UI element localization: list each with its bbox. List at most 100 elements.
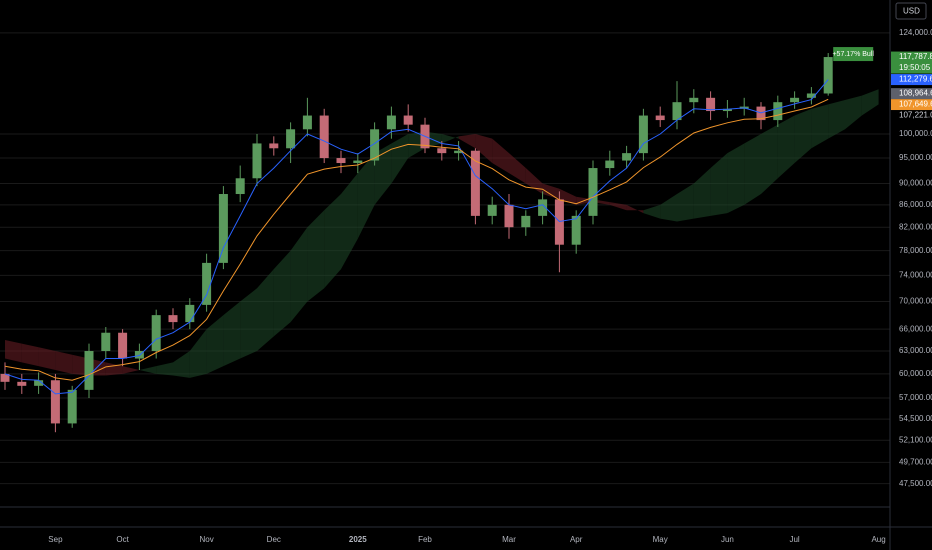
price-label: 112,279.68 [899,75,932,84]
cloud-segment [727,143,745,214]
annotation-box [833,47,874,62]
cloud-segment [677,183,694,222]
candle-body [185,304,195,323]
cloud-segment [828,99,845,139]
x-tick-label: Sep [48,535,63,544]
cloud-segment [710,153,728,216]
cloud-segment [5,339,22,363]
candle-body [403,115,413,125]
x-tick-label: Jul [789,535,799,544]
cloud-segment [173,351,190,378]
cloud-segment [744,133,761,205]
candle-body [269,143,279,149]
candle-body [655,115,665,121]
cloud-segment [693,168,711,219]
countdown: 19:50:05 [899,63,931,72]
cloud-segment [38,347,56,371]
annotation: +57.17% Bull [832,47,874,62]
y-tick-label: 54,500.00 [899,414,932,423]
candle-body [504,204,514,228]
currency-button[interactable] [895,2,927,20]
y-tick-label: 90,000.00 [899,179,932,188]
y-tick-label: 86,000.00 [899,200,932,209]
x-tick-label: Dec [267,535,281,544]
candle-body [689,97,699,103]
candle-body [588,168,598,216]
cloud-segment [761,124,778,195]
candle-body [319,115,329,159]
y-tick-label: 70,000.00 [899,297,932,306]
cloud-segment [626,204,644,214]
cloud-segment [21,343,39,367]
candle-body [487,204,497,216]
time-axis: Sep Oct Nov Dec 2025 Feb Mar Apr May Jun Jul Aug [48,535,885,544]
candle-body [622,153,632,161]
y-tick-label: 82,000.00 [899,222,932,231]
candle-body [101,332,111,352]
candle-body [437,148,447,154]
cloud-segment [509,153,526,184]
cloud-segment [441,133,459,144]
annotation-text: +57.17% Bull [832,51,874,58]
y-tick-label: 63,000.00 [899,346,932,355]
cloud-segment [223,301,241,367]
cloud-segment [794,108,812,164]
cloud-segment [156,362,173,376]
cloud-segment [475,133,493,164]
candle-body [554,199,564,245]
candle-body [773,102,783,121]
candle-body [168,315,178,323]
y-tick-label: 52,100.00 [899,435,932,444]
price-label: 117,787.84 [899,52,932,61]
cloud-segment [609,202,627,211]
cloud-segment [391,133,409,184]
candle-body [470,150,480,216]
candle-body [336,158,346,164]
cloud-segment [206,315,224,374]
price-axis: 124,000.00 100,000.00 95,000.00 90,000.00 86… [891,28,932,488]
price-label: 107,221.03 [899,111,932,120]
candle-body [521,215,531,228]
price-label: 108,964.69 [899,89,932,98]
candle-body [202,262,212,305]
candle-body [286,129,296,149]
x-tick-label: Jun [721,535,734,544]
currency-label[interactable]: USD [903,7,920,16]
cloud-segment [777,115,795,179]
x-tick-label: Feb [418,535,432,544]
cloud-segment [324,194,341,289]
candle-body [706,97,716,112]
moving-average-line [4,79,829,395]
x-tick-label: Apr [570,535,583,544]
cloud-segment [845,95,862,130]
cloud-segment [341,173,358,270]
y-tick-label: 95,000.00 [899,153,932,162]
x-tick-label: Nov [199,535,213,544]
candle-body [672,102,682,121]
candle-body [134,351,144,359]
x-tick-label: Oct [116,535,129,544]
candle-body [571,215,581,245]
candle-body [756,106,766,121]
candle-body [252,143,262,179]
price-label-box [891,99,932,111]
cloud-segment [257,269,274,352]
candle-body [302,115,312,130]
candle-body [806,93,816,98]
y-tick-label: 66,000.00 [899,324,932,333]
x-tick-label: May [653,535,668,544]
y-tick-label: 49,700.00 [899,458,932,467]
candle-body [538,199,548,216]
cloud-segment [122,366,140,374]
candle-body [454,150,464,154]
cloud-segment [643,204,661,219]
y-tick-label: 78,000.00 [899,246,932,255]
cloud-segment [660,194,677,222]
candle-body [353,160,363,164]
cloud-segment [240,288,257,359]
cloud-segment [458,133,476,149]
cloud-segment [492,138,509,174]
price-label-box [891,110,932,122]
candle-body [84,351,94,390]
y-tick-label: 47,500.00 [899,479,932,488]
